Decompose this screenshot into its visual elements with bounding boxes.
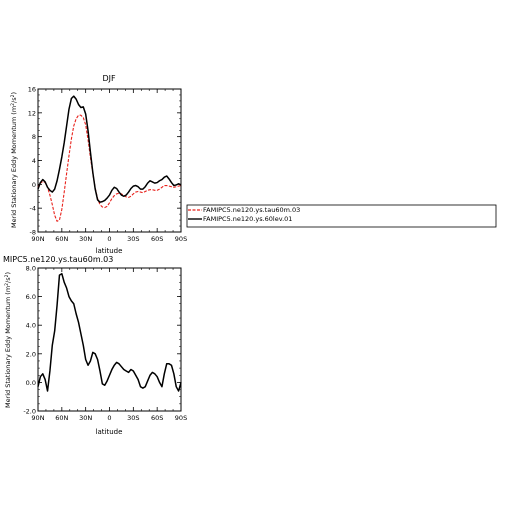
bottom-y-tick-label: 6.0 xyxy=(26,293,36,301)
bottom-y-tick-label: 0.0 xyxy=(26,379,36,387)
bottom-panel: MIPC5.ne120.ys.tau60m.03 latitude Merid … xyxy=(3,255,187,436)
legend-label-60lev: FAMIPC5.ne120.ys.60lev.01 xyxy=(203,215,292,223)
bottom-x-tick-label: 60S xyxy=(151,414,163,422)
legend-box xyxy=(186,204,497,228)
top-plot-frame xyxy=(37,88,182,233)
bottom-chart-title: MIPC5.ne120.ys.tau60m.03 xyxy=(3,255,113,264)
chart-legend: FAMIPC5.ne120.ys.tau60m.03 FAMIPC5.ne120… xyxy=(186,204,497,228)
bottom-x-tick-label: 90S xyxy=(175,414,187,422)
top-y-axis-label: Merid Stationary Eddy Momentum (m2/s2) xyxy=(10,92,18,228)
bottom-x-tick-label: 90N xyxy=(31,414,44,422)
bottom-y-tick-label: 8.0 xyxy=(26,265,36,273)
bottom-y-tick-label: 4.0 xyxy=(26,322,36,330)
bottom-x-tick-label: 0 xyxy=(107,414,111,422)
top-x-tick-label: 90N xyxy=(31,235,44,243)
top-x-tick-label: 60S xyxy=(151,235,163,243)
top-x-tick-label: 30S xyxy=(127,235,139,243)
top-y-tick-label: 4 xyxy=(32,157,36,165)
bottom-x-tick-label: 30S xyxy=(127,414,139,422)
top-x-tick-label: 90S xyxy=(175,235,187,243)
top-x-tick-label: 0 xyxy=(107,235,111,243)
top-x-tick-label: 60N xyxy=(55,235,68,243)
top-y-tick-label: 8 xyxy=(32,133,36,141)
bottom-x-tick-label: 60N xyxy=(55,414,68,422)
bottom-plot-frame xyxy=(37,267,182,412)
bottom-x-tick-label: 30N xyxy=(79,414,92,422)
top-y-tick-label: 12 xyxy=(28,109,36,117)
top-y-tick-label: -8 xyxy=(30,229,36,237)
top-x-tick-label: 30N xyxy=(79,235,92,243)
bottom-x-axis-label: latitude xyxy=(96,428,123,436)
bottom-y-axis-label: Merid Stationary Eddy Momentum (m2/s2) xyxy=(4,272,12,408)
top-y-tick-label: 0 xyxy=(32,181,36,189)
top-panel: DJF latitude Merid Stationary Eddy Momen… xyxy=(10,74,187,255)
top-series-line-1 xyxy=(37,95,182,203)
bottom-y-tick-label: 2.0 xyxy=(26,350,36,358)
top-y-tick-label: 16 xyxy=(28,86,36,94)
top-series-line-0 xyxy=(37,114,182,222)
bottom-series-line-0 xyxy=(37,272,182,392)
top-chart-title: DJF xyxy=(102,74,116,83)
legend-label-tau60m: FAMIPC5.ne120.ys.tau60m.03 xyxy=(203,206,300,214)
top-x-axis-label: latitude xyxy=(96,247,123,255)
top-y-tick-label: -4 xyxy=(30,205,36,213)
bottom-y-tick-label: -2.0 xyxy=(23,408,36,416)
